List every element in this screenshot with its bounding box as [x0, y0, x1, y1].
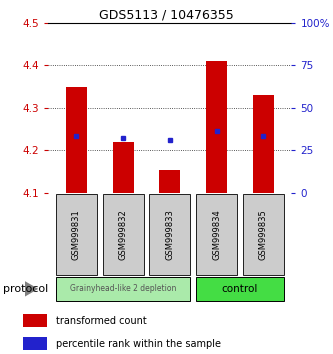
Text: GSM999835: GSM999835: [259, 209, 268, 260]
FancyBboxPatch shape: [196, 277, 284, 301]
FancyBboxPatch shape: [103, 194, 144, 275]
FancyBboxPatch shape: [56, 194, 97, 275]
Text: GSM999834: GSM999834: [212, 209, 221, 260]
Text: GSM999831: GSM999831: [72, 209, 81, 260]
Text: transformed count: transformed count: [57, 316, 147, 326]
Text: percentile rank within the sample: percentile rank within the sample: [57, 339, 221, 349]
Text: GSM999832: GSM999832: [119, 209, 128, 260]
Text: Grainyhead-like 2 depletion: Grainyhead-like 2 depletion: [70, 284, 176, 293]
FancyBboxPatch shape: [149, 194, 190, 275]
FancyBboxPatch shape: [196, 194, 237, 275]
Bar: [113, 142, 134, 193]
FancyBboxPatch shape: [243, 194, 284, 275]
Text: GSM999833: GSM999833: [165, 209, 174, 260]
Bar: [66, 87, 87, 193]
Bar: [206, 61, 227, 193]
Bar: [23, 337, 47, 350]
Polygon shape: [25, 281, 38, 297]
Bar: [23, 314, 47, 327]
Bar: [253, 95, 274, 193]
Bar: [159, 170, 180, 193]
Text: GDS5113 / 10476355: GDS5113 / 10476355: [99, 9, 234, 22]
Text: control: control: [222, 284, 258, 294]
Text: protocol: protocol: [3, 284, 49, 294]
FancyBboxPatch shape: [56, 277, 190, 301]
